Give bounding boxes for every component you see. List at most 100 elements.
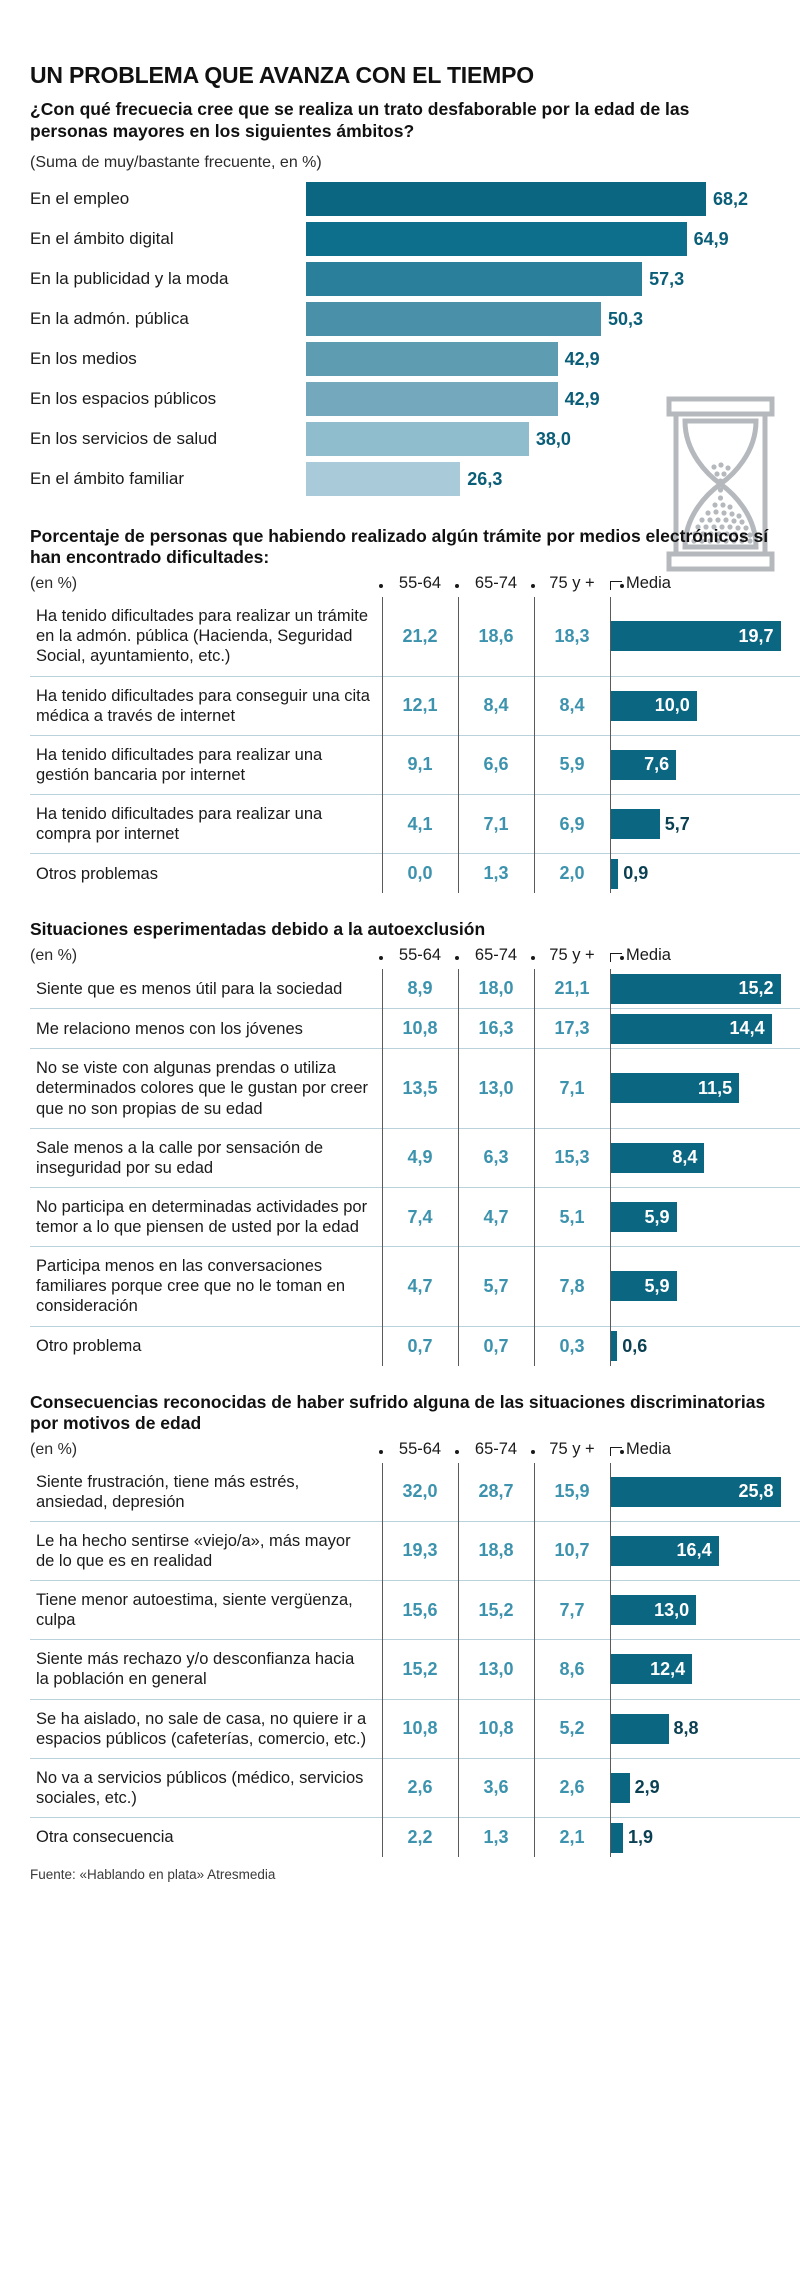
media-bar	[610, 1822, 623, 1853]
section-title: Porcentaje de personas que habiendo real…	[30, 526, 769, 568]
cell-media: 14,4	[609, 1008, 800, 1049]
cell-value-65-74: 13,0	[457, 1639, 534, 1699]
bar-fill	[306, 462, 461, 497]
bar-track: 64,9	[306, 222, 770, 257]
cell-value-65-74: 0,7	[457, 1325, 534, 1366]
cell-value-75y: 2,0	[533, 853, 610, 894]
cell-value-55-64: 21,2	[381, 597, 458, 676]
table-row: Le ha hecho sentirse «viejo/a», más mayo…	[30, 1520, 800, 1581]
cell-value-55-64: 0,0	[381, 853, 458, 894]
media-value: 10,0	[654, 695, 690, 716]
bar-fill	[306, 342, 558, 377]
column-marker-dot	[620, 584, 624, 589]
media-bar: 5,9	[610, 1202, 677, 1232]
bar-row: En la admón. pública 50,3	[30, 302, 770, 337]
cell-value-75y: 7,7	[533, 1579, 610, 1640]
row-label: Otra consecuencia	[30, 1817, 382, 1857]
bar-fill	[306, 222, 687, 257]
column-marker-dot	[379, 1449, 383, 1454]
column-header-age-65-74: 65-74	[455, 1440, 534, 1463]
media-bar-wrap: 14,4	[610, 1013, 800, 1044]
media-value: 13,0	[654, 1599, 690, 1620]
media-bar: 15,2	[610, 973, 781, 1004]
table-row: No va a servicios públicos (médico, serv…	[30, 1757, 800, 1818]
row-label: Sale menos a la calle por sensación de i…	[30, 1127, 382, 1188]
media-bar-wrap: 8,8	[610, 1713, 800, 1744]
column-marker-dot	[455, 1449, 459, 1454]
media-bar-wrap: 7,6	[610, 749, 800, 780]
bar-label: En la admón. pública	[30, 309, 189, 329]
media-value: 16,4	[676, 1540, 712, 1561]
cell-media: 19,7	[609, 597, 800, 676]
row-label: No se viste con algunas prendas o utiliz…	[30, 1048, 382, 1129]
row-label: Siente que es menos útil para la socieda…	[36, 979, 343, 998]
column-marker-dot	[620, 1449, 624, 1454]
media-value: 8,8	[673, 1718, 699, 1739]
cell-value-65-74: 28,7	[457, 1462, 534, 1522]
column-header-label: 55-64	[398, 946, 442, 965]
cell-media: 8,4	[609, 1127, 800, 1188]
bar-chart-units-note: (Suma de muy/bastante frecuente, en %)	[30, 154, 322, 172]
table-row: Participa menos en las conversaciones fa…	[30, 1246, 800, 1326]
column-header-age-55-64: 55-64	[379, 946, 458, 969]
column-header-label: 65-74	[474, 574, 518, 593]
cell-media: 11,5	[609, 1048, 800, 1129]
media-bar-wrap: 1,9	[610, 1822, 800, 1853]
media-bar: 5,9	[610, 1271, 677, 1302]
column-header-media: Media	[610, 574, 800, 597]
media-bracket-icon	[610, 953, 622, 963]
cell-value-55-64: 12,1	[381, 675, 458, 736]
media-value: 5,9	[644, 1206, 670, 1227]
cell-value-55-64: 4,1	[381, 793, 458, 854]
media-bar	[610, 1772, 630, 1803]
bar-fill	[306, 422, 529, 457]
cell-value-65-74: 6,6	[457, 734, 534, 795]
column-header-age-65-74: 65-74	[455, 946, 534, 969]
cell-value-65-74: 1,3	[457, 1817, 534, 1857]
cell-value-65-74: 18,0	[457, 969, 534, 1009]
bar-fill	[306, 262, 643, 297]
cell-value-55-64: 4,9	[381, 1127, 458, 1188]
table-row: No participa en determinadas actividades…	[30, 1186, 800, 1247]
bar-track: 42,9	[306, 342, 770, 377]
cell-value-65-74: 5,7	[457, 1246, 534, 1326]
column-header-media: Media	[610, 946, 800, 969]
cell-media: 5,9	[609, 1186, 800, 1247]
media-value: 15,2	[738, 978, 774, 999]
section-autoexclusion: Situaciones esperimentadas debido a la a…	[30, 919, 800, 1366]
bar-value: 57,3	[649, 268, 685, 289]
bar-label: En la publicidad y la moda	[30, 269, 229, 289]
cell-media: 5,7	[609, 793, 800, 854]
row-label: Ha tenido dificultades para realizar una…	[30, 734, 382, 795]
cell-media: 0,9	[609, 853, 800, 894]
cell-value-75y: 6,9	[533, 793, 610, 854]
row-label: Me relaciono menos con los jóvenes	[30, 1008, 382, 1049]
bar-row: En los espacios públicos 42,9	[30, 382, 770, 417]
media-bar: 19,7	[610, 621, 781, 652]
cell-media: 10,0	[609, 675, 800, 736]
cell-value-55-64: 0,7	[381, 1325, 458, 1366]
column-marker-dot	[531, 1449, 535, 1454]
column-header-age-75y: 75 y +	[531, 946, 610, 969]
table-row: Ha tenido dificultades para realizar una…	[30, 793, 800, 854]
cell-value-75y: 8,6	[533, 1639, 610, 1699]
media-bar: 7,6	[610, 749, 677, 780]
table-header-row: (en %) 55-64 65-74 75 y + Media	[30, 574, 800, 597]
bar-row: En la publicidad y la moda 57,3	[30, 262, 770, 297]
bar-fill	[306, 182, 706, 217]
column-marker-dot	[455, 584, 459, 589]
cell-media: 13,0	[609, 1579, 800, 1640]
cell-value-65-74: 13,0	[457, 1048, 534, 1129]
table-row: Tiene menor autoestima, siente vergüenza…	[30, 1579, 800, 1640]
column-marker-dot	[379, 584, 383, 589]
row-label: No participa en determinadas actividades…	[30, 1186, 382, 1247]
cell-media: 0,6	[609, 1325, 800, 1366]
cell-media: 5,9	[609, 1246, 800, 1326]
column-header-age-55-64: 55-64	[379, 1440, 458, 1463]
cell-value-55-64: 2,6	[381, 1757, 458, 1818]
cell-value-75y: 17,3	[533, 1008, 610, 1049]
row-label: Ha tenido dificultades para conseguir un…	[30, 675, 382, 736]
media-bar	[610, 1713, 669, 1744]
media-bar-wrap: 15,2	[610, 973, 800, 1004]
media-value: 8,4	[672, 1147, 698, 1168]
